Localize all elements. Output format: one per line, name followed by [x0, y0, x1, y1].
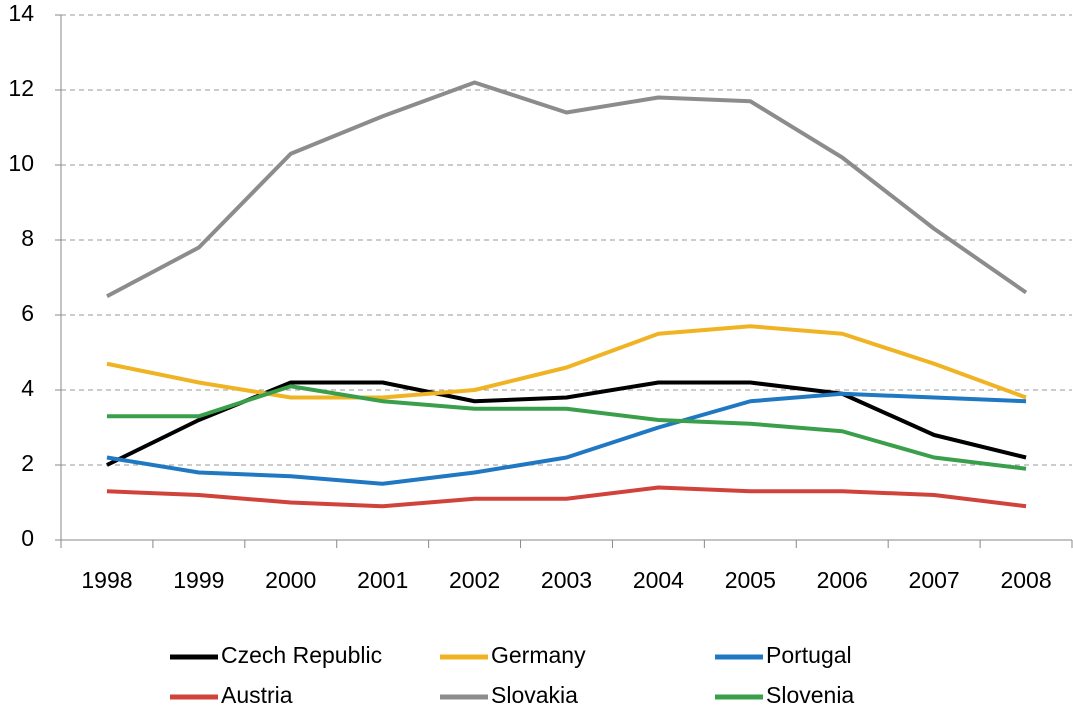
y-tick-label: 12 [8, 75, 34, 101]
x-tick-label: 2000 [265, 567, 316, 593]
y-tick-label: 2 [21, 450, 34, 476]
x-tick-label: 1998 [81, 567, 132, 593]
series-line [106, 485, 1027, 509]
series-line [106, 80, 1028, 299]
legend-label: Czech Republic [221, 642, 382, 668]
x-tick-label: 2004 [633, 567, 684, 593]
series-line [106, 324, 1027, 400]
legend-label: Slovakia [491, 682, 578, 708]
x-tick-label: 2007 [909, 567, 960, 593]
y-tick-label: 0 [21, 525, 34, 551]
y-tick-label: 10 [8, 150, 34, 176]
x-tick-label: 2001 [357, 567, 408, 593]
x-tick-label: 2005 [725, 567, 776, 593]
series-line [106, 384, 1027, 471]
y-tick-label: 6 [21, 300, 34, 326]
y-tick-label: 14 [8, 0, 34, 26]
x-tick-label: 1999 [173, 567, 224, 593]
series-line [106, 391, 1027, 486]
legend-label: Portugal [766, 642, 852, 668]
legend-label: Germany [491, 642, 586, 668]
x-tick-label: 2006 [817, 567, 868, 593]
x-tick-label: 2003 [541, 567, 592, 593]
x-tick-label: 2008 [1000, 567, 1051, 593]
y-tick-label: 8 [21, 225, 34, 251]
legend-label: Austria [221, 682, 293, 708]
legend-label: Slovenia [766, 682, 854, 708]
x-tick-label: 2002 [449, 567, 500, 593]
y-tick-label: 4 [21, 375, 34, 401]
